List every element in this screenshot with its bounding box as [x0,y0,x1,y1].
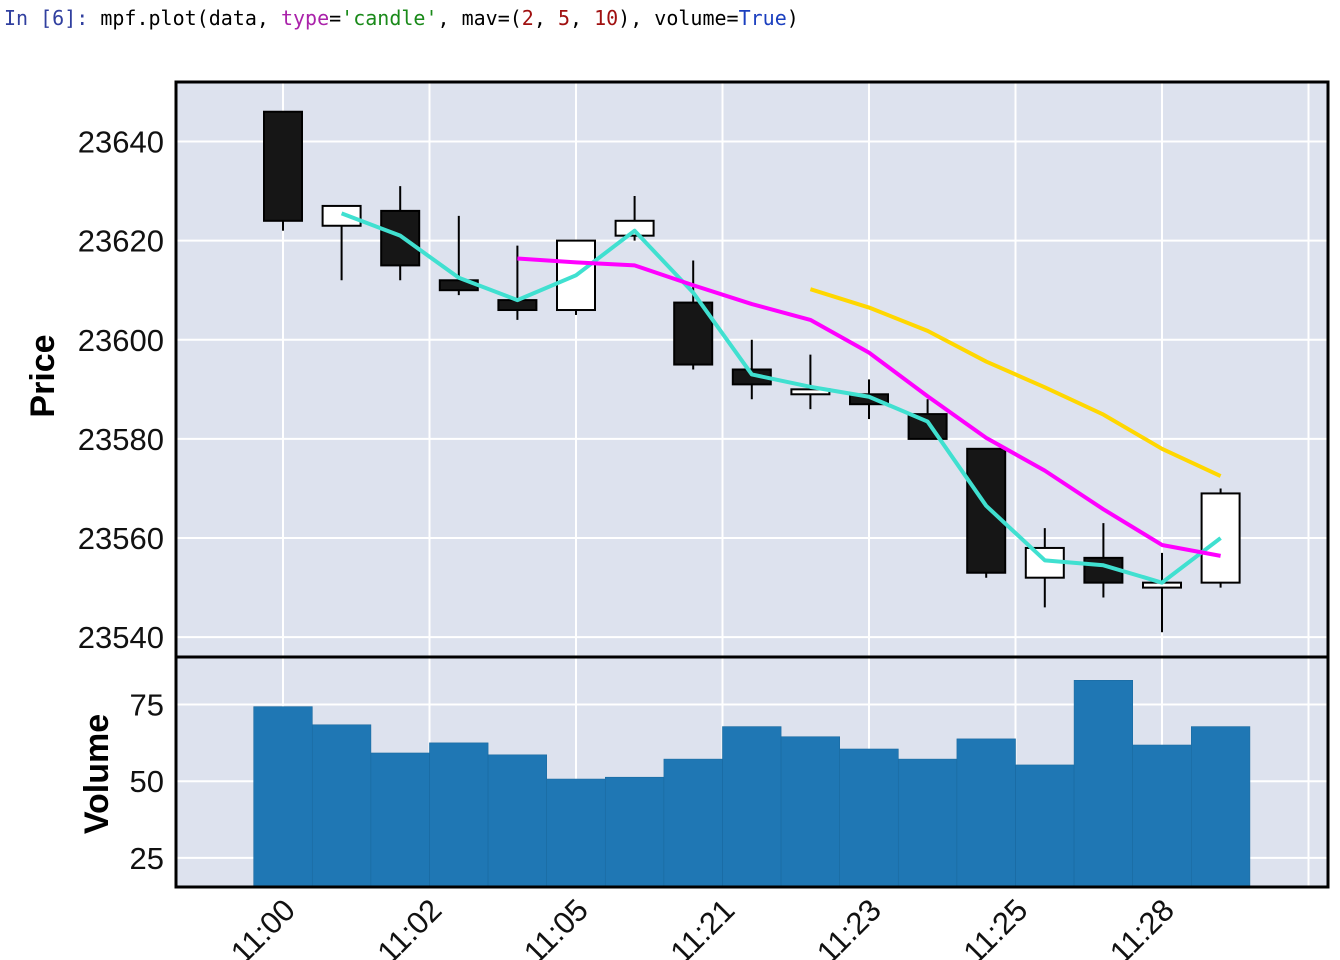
volume-bar [429,742,489,888]
code-token: , mav=( [437,6,522,30]
x-tick-label: 11:02 [370,892,448,960]
code-token: , [569,6,595,30]
volume-tick-label: 75 [130,688,164,723]
candle-body [907,413,948,440]
volume-bar [604,776,665,888]
volume-bar [956,738,1016,888]
candle-body [321,204,362,227]
candle [966,447,1007,578]
volume-bar [722,726,782,888]
y-tick-label: 23600 [78,323,164,358]
x-tick-label: 11:05 [517,892,595,960]
code-token: 2 [521,6,534,30]
candle [556,239,596,315]
x-tick-label: 11:00 [224,892,302,960]
cell-prompt: In [6]: [4,6,89,30]
candle [1024,528,1065,608]
volume-bar [546,778,606,888]
x-tick-label: 11:25 [956,892,1034,960]
volume-bar [1073,680,1133,888]
volume-bar [780,736,840,888]
volume-bar [487,754,548,888]
candle-body [263,110,303,222]
volume-bar [1191,726,1251,888]
candle-body [966,447,1007,574]
code-token: mpf.plot(data, [88,6,281,30]
x-tick-label: 11:21 [663,892,741,960]
code-token: type [280,6,330,30]
volume-bar [311,724,372,888]
volume-bar [1132,744,1192,888]
volume-bar [897,758,958,888]
code-token: , [533,6,558,30]
x-tick-label: 11:28 [1103,892,1181,960]
candle [380,186,421,281]
y-tick-label: 23620 [78,224,164,259]
candle [321,204,362,281]
volume-axis-label: Volume [78,714,116,834]
code-token: ), volume= [618,6,739,30]
volume-bar [370,752,430,888]
code-cell[interactable]: In [6]: mpf.plot(data, type='candle', ma… [4,6,799,30]
candle-body [380,209,421,267]
moving-average-5 [517,256,1221,558]
candle-body [614,219,655,237]
y-tick-label: 23580 [78,422,164,457]
volume-bar [253,706,313,888]
code-token: = [329,6,342,30]
candle-body [849,393,889,406]
y-axis-label: Price [24,334,62,417]
code-token: True [738,6,787,30]
candle [849,379,889,420]
code-token: 5 [557,6,570,30]
moving-average-2 [340,211,1222,585]
volume-tick-label: 50 [130,764,164,799]
code-token: 10 [594,6,619,30]
moving-average-10 [809,287,1222,478]
y-tick-label: 23540 [78,620,164,655]
y-tick-label: 23640 [78,124,164,159]
candle-body [1024,546,1065,579]
volume-panel-frame [174,655,1330,889]
y-tick-label: 23560 [78,521,164,556]
volume-tick-label: 25 [130,841,164,876]
volume-bar [1015,764,1075,888]
code-token: 'candle' [341,6,438,30]
code-line: mpf.plot(data, type='candle', mav=(2, 5,… [88,6,799,30]
x-tick-label: 11:23 [810,892,888,960]
volume-bar [663,758,723,888]
volume-bar [839,748,899,888]
code-token: ) [786,6,799,30]
candle [263,110,303,231]
candle [907,399,948,440]
